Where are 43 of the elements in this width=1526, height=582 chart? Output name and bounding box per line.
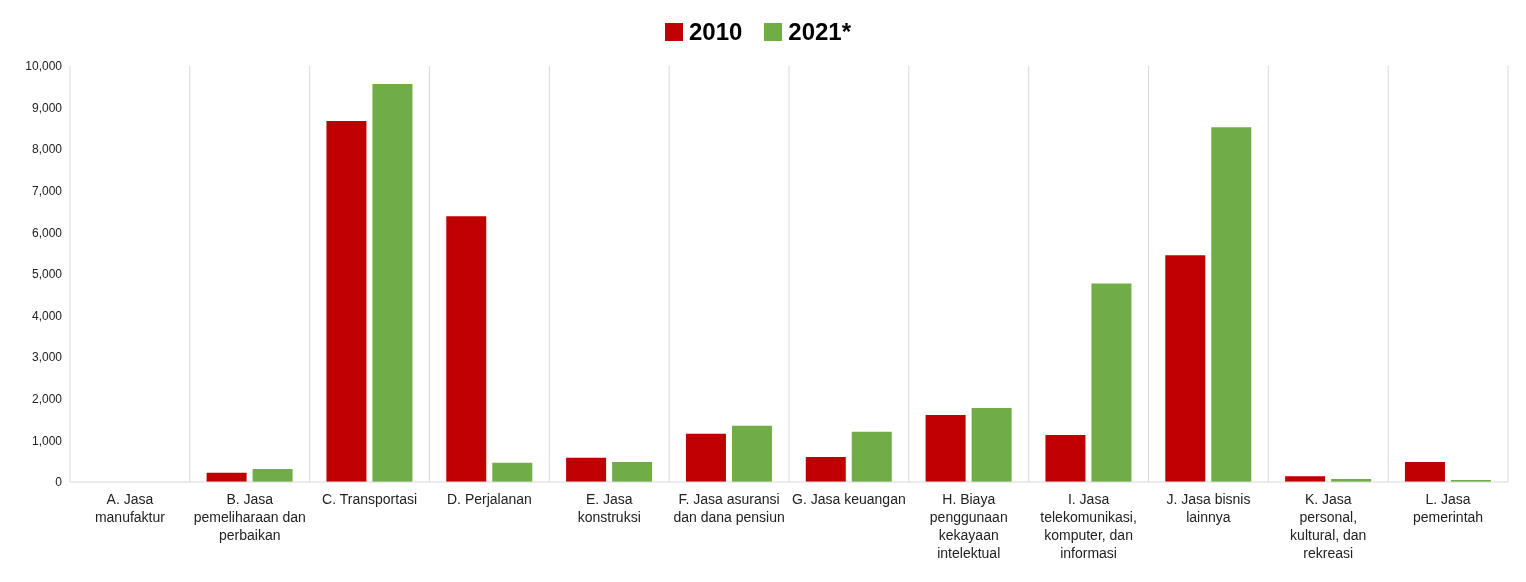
x-tick-label: K. Jasa personal, kultural, dan rekreasi	[1290, 491, 1367, 561]
x-tick-label: F. Jasa asuransi dan dana pensiun	[673, 491, 785, 525]
x-tick-label: A. Jasa manufaktur	[94, 491, 166, 525]
x-tick-label: I. Jasa telekomunikasi, komputer, dan informasi	[1040, 491, 1137, 561]
bar	[372, 83, 413, 482]
x-tick-label: E. Jasa konstruksi	[577, 491, 641, 525]
y-tick-label: 8,000	[31, 142, 63, 157]
bar	[566, 457, 607, 482]
y-tick-label: 10,000	[25, 59, 63, 74]
y-tick-label: 6,000	[31, 225, 63, 240]
bar	[446, 216, 487, 482]
bar	[805, 457, 846, 482]
y-tick-label: 2,000	[31, 392, 63, 407]
bar	[252, 469, 293, 482]
y-tick-label: 1,000	[31, 433, 63, 448]
legend-label: 2021*	[787, 18, 852, 46]
y-tick-label: 5,000	[31, 267, 63, 282]
bar	[1211, 127, 1252, 482]
x-tick-label: J. Jasa bisnis lainnya	[1166, 491, 1251, 525]
y-tick-label: 3,000	[31, 350, 63, 365]
y-tick-label: 9,000	[31, 100, 63, 115]
bar	[731, 425, 772, 482]
bar	[971, 407, 1012, 482]
x-tick-label: B. Jasa pemeliharaan dan perbaikan	[193, 491, 306, 543]
bar	[925, 415, 966, 482]
bar	[685, 433, 726, 482]
x-tick-label: L. Jasa pemerintah	[1413, 491, 1484, 525]
bar	[851, 431, 892, 482]
legend-label: 2010	[687, 18, 743, 46]
x-tick-label: H. Biaya penggunaan kekayaan intelektual	[929, 491, 1008, 561]
x-tick-label: G. Jasa keuangan	[792, 491, 906, 507]
y-tick-label: 0	[55, 475, 63, 490]
bar	[612, 462, 653, 482]
x-tick-label: C. Transportasi	[322, 491, 418, 507]
y-tick-label: 4,000	[31, 308, 63, 323]
bar	[1091, 283, 1132, 482]
bar	[1404, 462, 1445, 482]
bar	[326, 120, 367, 482]
y-tick-label: 7,000	[31, 184, 63, 199]
x-tick-label: D. Perjalanan	[447, 491, 532, 507]
bar	[1045, 434, 1086, 482]
bar	[1165, 255, 1206, 482]
bar	[492, 462, 533, 482]
